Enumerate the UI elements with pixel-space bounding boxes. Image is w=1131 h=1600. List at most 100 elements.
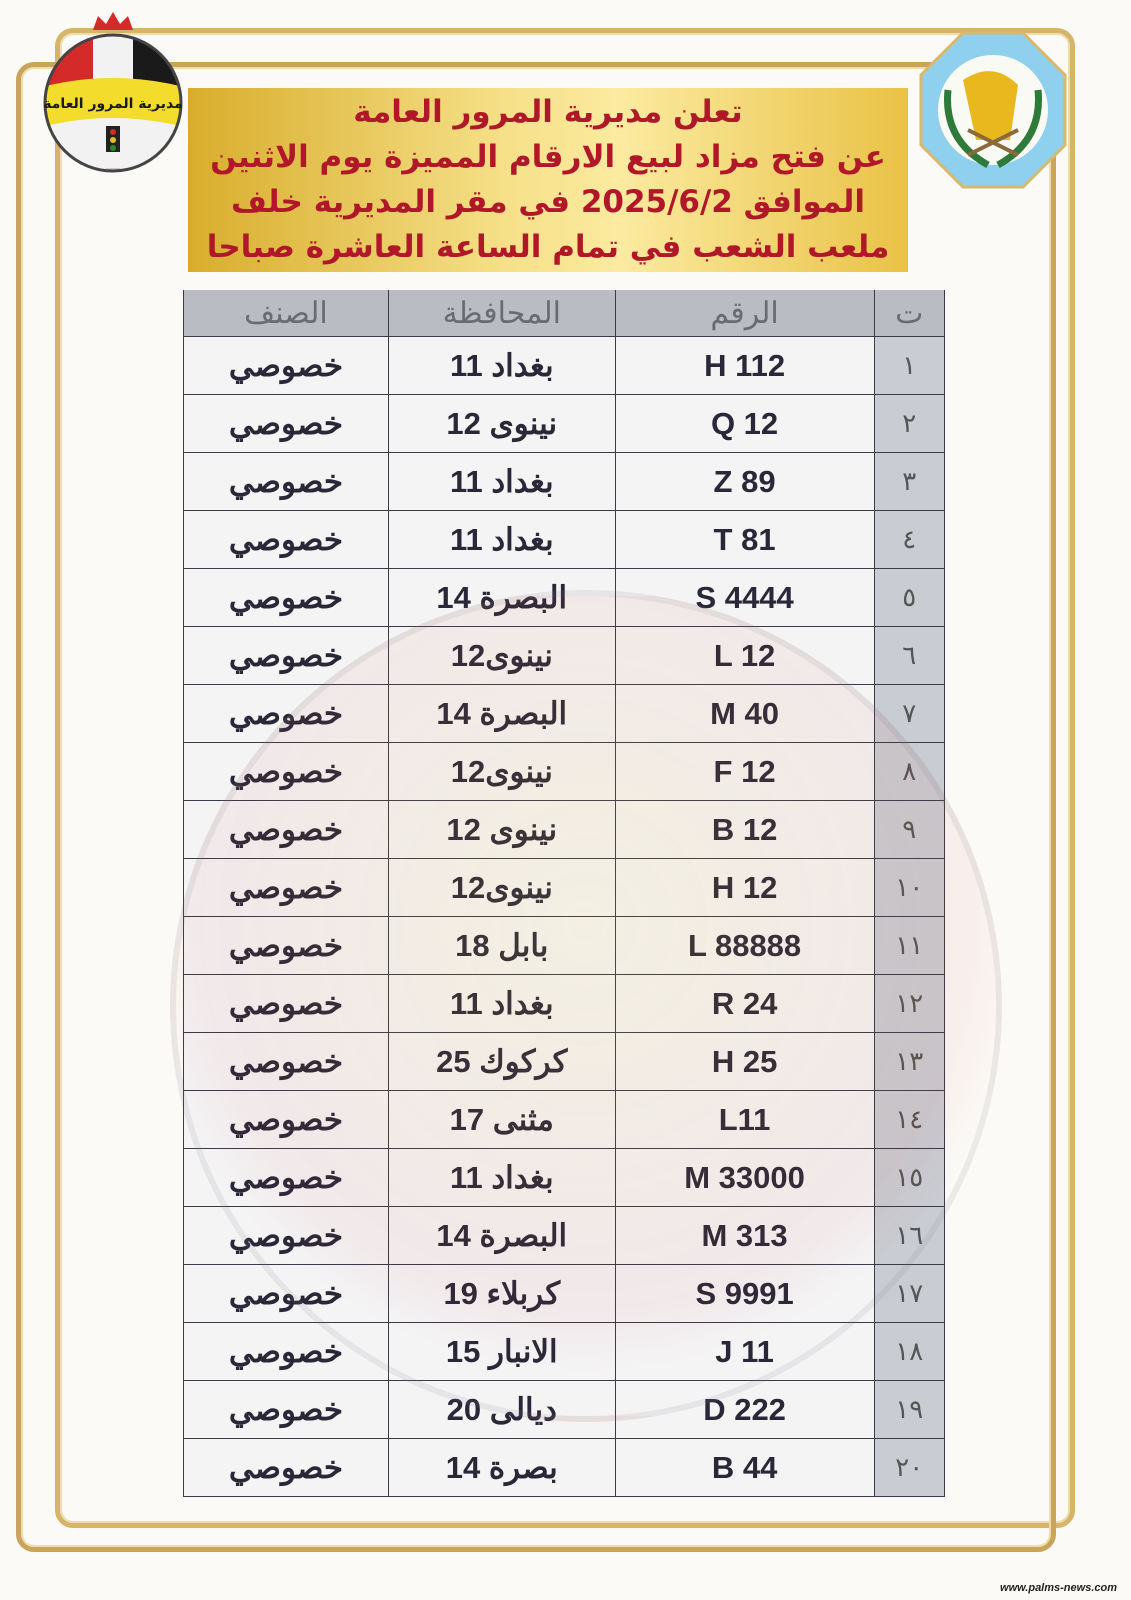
- governorate: بغداد 11: [387, 1148, 616, 1207]
- plate-number: B 12: [614, 800, 875, 859]
- plate-number: H 112: [614, 336, 875, 395]
- governorate: مثنى 17: [387, 1090, 616, 1149]
- row-index: ١٨: [873, 1322, 946, 1381]
- row-index: ١٤: [873, 1090, 946, 1149]
- table-row: ١٢ R 24 بغداد 11 خصوصي: [183, 974, 946, 1033]
- plate-class: خصوصي: [183, 742, 389, 801]
- plate-class: خصوصي: [183, 626, 389, 685]
- governorate: الانبار 15: [387, 1322, 616, 1381]
- decorative-frame-outer: [55, 28, 1075, 1528]
- row-index: ٧: [873, 684, 946, 743]
- row-index: ١٣: [873, 1032, 946, 1091]
- plate-class: خصوصي: [183, 974, 389, 1033]
- governorate: نينوى12: [387, 742, 616, 801]
- plate-number: L11: [614, 1090, 875, 1149]
- table-row: ٢٠ B 44 بصرة 14 خصوصي: [183, 1438, 946, 1497]
- governorate: نينوى 12: [387, 800, 616, 859]
- governorate: ديالى 20: [387, 1380, 616, 1439]
- row-index: ٢٠: [873, 1438, 946, 1497]
- row-index: ١٧: [873, 1264, 946, 1323]
- table-row: ١٣ H 25 كركوك 25 خصوصي: [183, 1032, 946, 1091]
- plate-number: Z 89: [614, 452, 875, 511]
- governorate: نينوى12: [387, 626, 616, 685]
- announcement-line: الموافق 2025/6/2 في مقر المديرية خلف: [230, 184, 866, 220]
- plate-class: خصوصي: [183, 684, 389, 743]
- announcement-line: تعلن مديرية المرور العامة: [353, 94, 743, 130]
- plate-number: R 24: [614, 974, 875, 1033]
- table-row: ١٤ L11 مثنى 17 خصوصي: [183, 1090, 946, 1149]
- plate-class: خصوصي: [183, 1206, 389, 1265]
- row-index: ١٦: [873, 1206, 946, 1265]
- governorate: كركوك 25: [387, 1032, 616, 1091]
- row-index: ١٢: [873, 974, 946, 1033]
- plate-class: خصوصي: [183, 1032, 389, 1091]
- governorate: البصرة 14: [387, 568, 616, 627]
- table-header-row: ت الرقم المحافظة الصنف: [183, 290, 946, 337]
- governorate: بغداد 11: [387, 510, 616, 569]
- table-row: ١٠ H 12 نينوى12 خصوصي: [183, 858, 946, 917]
- governorate: البصرة 14: [387, 1206, 616, 1265]
- announcement-line: ملعب الشعب في تمام الساعة العاشرة صباحا: [206, 229, 890, 265]
- plate-number: L 12: [614, 626, 875, 685]
- table-row: ١٩ D 222 ديالى 20 خصوصي: [183, 1380, 946, 1439]
- governorate: نينوى12: [387, 858, 616, 917]
- row-index: ٥: [873, 568, 946, 627]
- plate-class: خصوصي: [183, 1380, 389, 1439]
- table-row: ١١ L 88888 بابل 18 خصوصي: [183, 916, 946, 975]
- plate-number: F 12: [614, 742, 875, 801]
- table-row: ١٧ S 9991 كربلاء 19 خصوصي: [183, 1264, 946, 1323]
- plate-class: خصوصي: [183, 1148, 389, 1207]
- governorate: بابل 18: [387, 916, 616, 975]
- header-index: ت: [873, 290, 946, 337]
- row-index: ٣: [873, 452, 946, 511]
- row-index: ٢: [873, 394, 946, 453]
- plate-class: خصوصي: [183, 1090, 389, 1149]
- governorate: بصرة 14: [387, 1438, 616, 1497]
- plate-number: H 25: [614, 1032, 875, 1091]
- row-index: ١٥: [873, 1148, 946, 1207]
- governorate: كربلاء 19: [387, 1264, 616, 1323]
- plate-number: B 44: [614, 1438, 875, 1497]
- plate-class: خصوصي: [183, 568, 389, 627]
- row-index: ١٠: [873, 858, 946, 917]
- row-index: ٦: [873, 626, 946, 685]
- plate-class: خصوصي: [183, 1264, 389, 1323]
- row-index: ١١: [873, 916, 946, 975]
- plate-number: D 222: [614, 1380, 875, 1439]
- decorative-frame-inner: [16, 62, 1056, 1552]
- row-index: ٨: [873, 742, 946, 801]
- plate-class: خصوصي: [183, 858, 389, 917]
- plate-class: خصوصي: [183, 1438, 389, 1497]
- row-index: ٩: [873, 800, 946, 859]
- header-number: الرقم: [614, 290, 875, 337]
- plate-class: خصوصي: [183, 800, 389, 859]
- header-governorate: المحافظة: [387, 290, 616, 337]
- plate-class: خصوصي: [183, 394, 389, 453]
- traffic-directorate-logo: مديرية المرور العامة: [43, 12, 183, 173]
- plate-number: Q 12: [614, 394, 875, 453]
- table-row: ١٥ M 33000 بغداد 11 خصوصي: [183, 1148, 946, 1207]
- plate-number: M 40: [614, 684, 875, 743]
- plate-class: خصوصي: [183, 452, 389, 511]
- plate-number: S 9991: [614, 1264, 875, 1323]
- source-url: www.palms-news.com: [1000, 1582, 1117, 1594]
- plate-number: S 4444: [614, 568, 875, 627]
- announcement-banner: تعلن مديرية المرور العامة عن فتح مزاد لب…: [188, 88, 908, 272]
- plate-class: خصوصي: [183, 1322, 389, 1381]
- table-row: ١٨ J 11 الانبار 15 خصوصي: [183, 1322, 946, 1381]
- header-class: الصنف: [183, 290, 389, 337]
- row-index: ٤: [873, 510, 946, 569]
- plate-number: J 11: [614, 1322, 875, 1381]
- governorate: نينوى 12: [387, 394, 616, 453]
- governorate: بغداد 11: [387, 336, 616, 395]
- plate-number: M 313: [614, 1206, 875, 1265]
- plate-class: خصوصي: [183, 916, 389, 975]
